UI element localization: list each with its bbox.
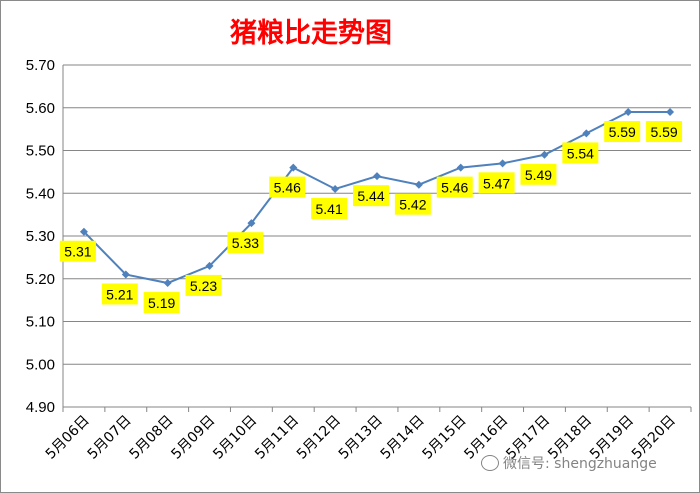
data-label: 5.33 (227, 232, 264, 254)
y-tick-label: 5.60 (26, 100, 55, 117)
data-label-background (101, 283, 138, 305)
data-label-text: 5.21 (106, 286, 133, 302)
data-label-text: 5.46 (441, 180, 468, 196)
data-label: 5.44 (353, 185, 389, 207)
data-label: 5.54 (562, 142, 599, 164)
x-tick-label: 5月14日 (378, 413, 428, 463)
data-point (289, 163, 298, 172)
data-label-background (562, 142, 599, 164)
y-tick-label: 4.90 (26, 399, 55, 416)
data-label-text: 5.46 (274, 180, 301, 196)
data-label: 5.46 (269, 176, 306, 198)
y-tick-label: 5.40 (26, 185, 55, 202)
data-label-background (269, 176, 306, 198)
data-point (666, 108, 675, 117)
x-tick-label: 5月11日 (252, 413, 302, 463)
data-label: 5.59 (646, 121, 683, 143)
y-tick-label: 5.10 (26, 314, 55, 331)
data-point (498, 159, 507, 168)
data-label-background (604, 121, 641, 143)
y-tick-label: 5.20 (26, 271, 55, 288)
x-tick-label: 5月09日 (168, 413, 218, 463)
data-label-background (646, 121, 683, 143)
data-label: 5.47 (478, 172, 515, 194)
data-point (247, 219, 256, 228)
x-tick-label: 5月07日 (85, 413, 135, 463)
data-label: 5.59 (604, 121, 641, 143)
x-tick-label: 5月06日 (43, 413, 93, 463)
data-point (121, 270, 130, 279)
y-tick-label: 5.30 (26, 228, 55, 245)
data-point (456, 163, 465, 172)
x-tick-label: 5月15日 (420, 413, 470, 463)
data-label-background (143, 292, 180, 314)
data-label-text: 5.31 (64, 244, 91, 260)
data-point (540, 150, 549, 159)
y-tick-label: 5.00 (26, 356, 55, 373)
data-point (331, 184, 340, 193)
data-label: 5.49 (520, 163, 557, 185)
data-label: 5.42 (394, 193, 431, 215)
data-label-text: 5.42 (399, 197, 426, 213)
data-label: 5.41 (311, 197, 348, 219)
data-point (163, 279, 172, 288)
data-label-background (394, 193, 431, 215)
data-label-background (353, 185, 389, 207)
wechat-icon (481, 455, 499, 471)
data-point (624, 108, 633, 117)
chart-title: 猪粮比走势图 (230, 18, 392, 49)
data-label-text: 5.44 (357, 188, 384, 204)
data-point (79, 227, 88, 236)
data-point (373, 172, 381, 181)
x-tick-label: 5月12日 (294, 413, 344, 463)
data-point (205, 261, 214, 270)
data-label: 5.19 (143, 292, 180, 314)
data-label-text: 5.41 (316, 201, 343, 217)
data-point (582, 129, 591, 138)
data-label-background (59, 240, 96, 262)
data-label-text: 5.23 (190, 278, 217, 294)
data-label: 5.21 (101, 283, 138, 305)
y-tick-label: 5.70 (26, 57, 55, 74)
y-tick-label: 5.50 (26, 143, 55, 160)
data-label-text: 5.59 (609, 124, 636, 140)
data-label: 5.31 (59, 240, 96, 262)
x-tick-label: 5月13日 (336, 413, 386, 463)
data-label-background (520, 163, 557, 185)
data-label: 5.23 (185, 274, 222, 296)
watermark: 微信号: shengzhuange (481, 453, 657, 473)
data-label-text: 5.59 (650, 124, 677, 140)
data-label: 5.46 (436, 176, 473, 198)
data-label-text: 5.47 (483, 175, 510, 191)
data-label-text: 5.54 (567, 145, 594, 161)
data-label-text: 5.33 (232, 235, 259, 251)
data-label-text: 5.49 (525, 167, 552, 183)
data-label-background (185, 274, 222, 296)
data-label-text: 5.19 (148, 295, 175, 311)
data-label-background (227, 232, 264, 254)
watermark-text: 微信号: shengzhuange (503, 456, 657, 472)
x-tick-label: 5月10日 (210, 413, 260, 463)
data-label-background (311, 197, 348, 219)
x-tick-label: 5月08日 (126, 413, 176, 463)
data-point (414, 180, 423, 189)
data-label-background (436, 176, 473, 198)
data-label-background (478, 172, 515, 194)
